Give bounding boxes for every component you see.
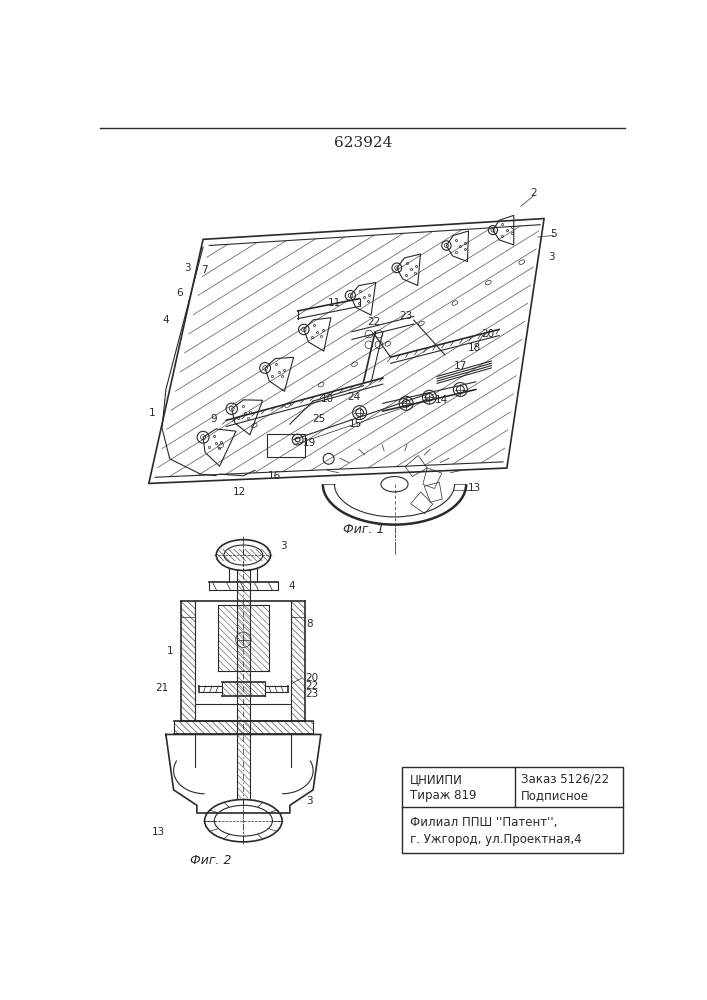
Text: 10: 10 (320, 394, 334, 404)
Polygon shape (216, 549, 271, 561)
Text: 17: 17 (454, 361, 467, 371)
Text: 3: 3 (549, 252, 555, 262)
Text: 13: 13 (151, 827, 165, 837)
Text: 11: 11 (328, 298, 341, 308)
Text: 623924: 623924 (334, 136, 392, 150)
Polygon shape (222, 682, 264, 696)
Text: 6: 6 (177, 288, 183, 298)
Polygon shape (155, 225, 540, 477)
Text: 5: 5 (550, 229, 556, 239)
Text: ЦНИИПИ: ЦНИИПИ (410, 773, 463, 786)
Polygon shape (174, 721, 313, 734)
Text: 22: 22 (305, 681, 318, 691)
Text: 19: 19 (303, 438, 316, 448)
Text: 3: 3 (281, 541, 287, 551)
Polygon shape (218, 605, 269, 671)
Polygon shape (182, 601, 195, 721)
Text: 4: 4 (163, 315, 169, 325)
Text: 14: 14 (434, 395, 448, 405)
Text: 2: 2 (531, 188, 537, 198)
Text: 1: 1 (148, 408, 156, 418)
Text: 3: 3 (185, 263, 191, 273)
Text: 15: 15 (349, 419, 363, 429)
Text: 1: 1 (166, 646, 173, 656)
Text: 22: 22 (367, 317, 380, 327)
Text: 23: 23 (305, 689, 318, 699)
Text: 20: 20 (305, 673, 318, 683)
Text: г. Ужгород, ул.Проектная,4: г. Ужгород, ул.Проектная,4 (410, 833, 582, 846)
Polygon shape (237, 570, 250, 798)
Text: 23: 23 (399, 311, 413, 321)
Text: 24: 24 (347, 392, 360, 402)
Text: 18: 18 (468, 343, 481, 353)
Text: Тираж 819: Тираж 819 (410, 789, 477, 802)
Text: Подписное: Подписное (521, 789, 589, 802)
Text: 9: 9 (211, 414, 217, 424)
Text: 3: 3 (306, 796, 312, 806)
Text: 20: 20 (481, 329, 495, 339)
Text: Фиг. 1: Фиг. 1 (343, 523, 384, 536)
Text: Заказ 5126/22: Заказ 5126/22 (521, 773, 609, 786)
Text: 16: 16 (268, 471, 281, 481)
Text: 25: 25 (312, 414, 326, 424)
Text: 13: 13 (468, 483, 481, 493)
Polygon shape (291, 601, 305, 721)
Text: Филиал ППШ ''Патент'',: Филиал ППШ ''Патент'', (410, 816, 557, 829)
Text: 7: 7 (201, 265, 208, 275)
Text: 21: 21 (156, 683, 169, 693)
Text: 4: 4 (288, 581, 295, 591)
Text: Фиг. 2: Фиг. 2 (190, 854, 232, 867)
Text: 8: 8 (306, 619, 312, 629)
Text: 12: 12 (233, 487, 246, 497)
